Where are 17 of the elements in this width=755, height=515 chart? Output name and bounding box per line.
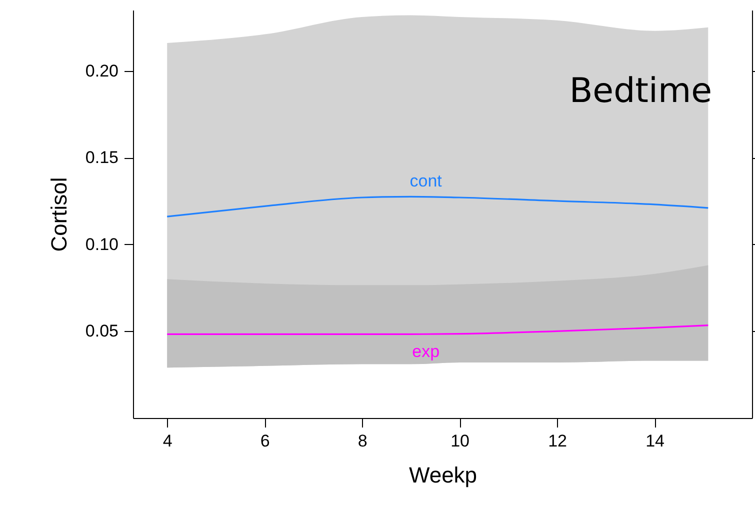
annotation: Bedtime: [569, 71, 712, 111]
series-label: exp: [412, 342, 440, 362]
x-tick-label: 4: [162, 432, 172, 450]
y-tick-label: 0.20: [85, 61, 118, 80]
line-series: [166, 324, 709, 335]
x-tick-label: 6: [260, 432, 270, 450]
y-tick-label: 0.05: [85, 322, 118, 341]
y-axis-title: Cortisol: [46, 177, 72, 252]
x-axis-title: Weekp: [408, 462, 478, 488]
x-tick-label: 12: [548, 432, 567, 450]
y-tick-label: 0.10: [85, 234, 118, 254]
x-tick-label: 10: [450, 432, 470, 450]
x-tick-label: 8: [358, 432, 368, 450]
line-series: [166, 196, 709, 218]
x-tick-label: 14: [646, 432, 664, 450]
y-tick-label: 0.15: [85, 148, 118, 168]
series-label: cont: [410, 172, 442, 191]
